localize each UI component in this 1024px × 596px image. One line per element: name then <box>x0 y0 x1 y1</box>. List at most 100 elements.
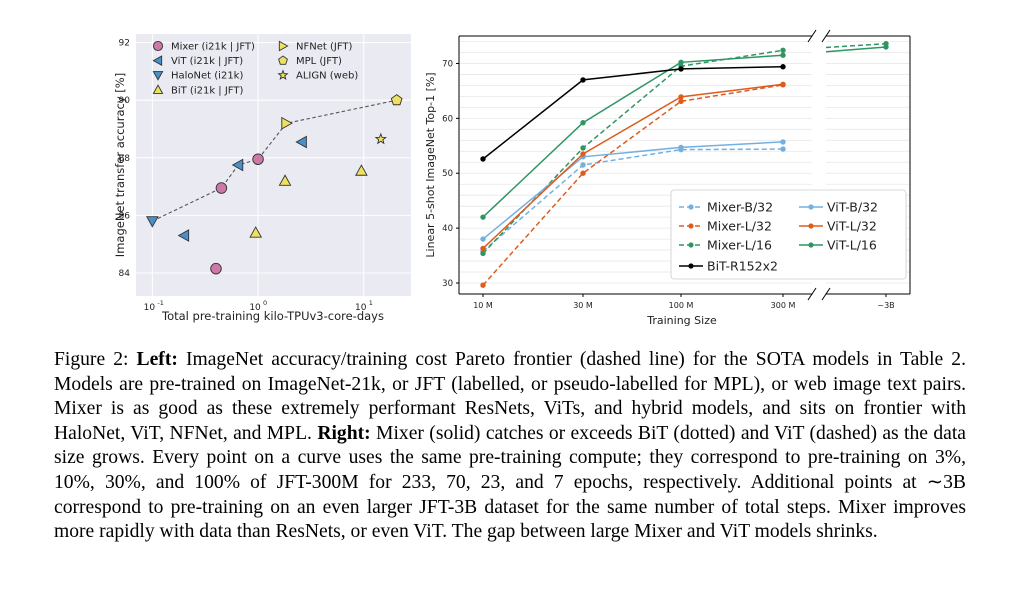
left-point-mixer <box>210 262 222 275</box>
left-point-bit <box>278 174 292 186</box>
left-plot-background <box>136 34 411 296</box>
right-y-tick-label: 40 <box>442 224 453 234</box>
series-point <box>580 151 586 157</box>
right-legend-label: Mixer-L/16 <box>707 238 772 253</box>
right-legend-frame <box>670 189 907 280</box>
series-point <box>580 77 586 83</box>
right-x-tick-label: ~3B <box>877 301 894 310</box>
right-legend-label: Mixer-L/32 <box>707 219 772 234</box>
right-y-tick-label: 60 <box>442 114 453 124</box>
axis-break-mark <box>821 29 831 43</box>
legend-marker-tri-up <box>152 84 164 94</box>
left-point-align <box>374 132 387 145</box>
legend-label: BiT (i21k | JFT) <box>171 85 243 96</box>
right-y-tick-label: 70 <box>442 59 453 69</box>
series-line-vit-b-32 <box>482 141 784 240</box>
left-x-axis-label: Total pre-training kilo-TPUv3-core-days <box>161 309 384 323</box>
series-line-mixer-b-32 <box>482 148 784 252</box>
left-x-tick-label: 10 <box>249 303 261 313</box>
left-grid <box>136 34 411 296</box>
caption-right-label: Right: <box>317 422 371 444</box>
right-legend-label: BiT-R152x2 <box>707 259 778 274</box>
right-x-tick-label: 30 M <box>573 301 593 310</box>
series-point <box>678 144 684 151</box>
series-line-vit-l-16 <box>482 54 784 218</box>
left-point-halonet <box>146 216 159 228</box>
left-y-tick-label: 90 <box>119 96 131 106</box>
left-x-tick-exponent: -1 <box>157 299 163 307</box>
right-y-tick-label: 50 <box>442 169 453 179</box>
right-y-tick-label: 30 <box>442 279 453 289</box>
left-x-tick-label: 10 <box>355 303 367 313</box>
right-legend-label: ViT-L/32 <box>827 219 877 234</box>
left-y-axis-label: ImageNet transfer accuracy [%] <box>113 73 127 257</box>
right-legend-marker <box>808 204 814 210</box>
series-point <box>678 66 684 72</box>
series-line-bit-r152x2 <box>482 65 784 160</box>
right-x-tick-label: 300 M <box>771 301 796 310</box>
pareto-frontier-line <box>152 99 397 222</box>
left-point-nfnet <box>281 116 293 130</box>
right-x-tick-label: 10 M <box>473 301 493 310</box>
legend-label: Mixer (i21k | JFT) <box>171 42 255 53</box>
series-point <box>480 236 486 242</box>
series-line-extension <box>825 46 887 53</box>
right-x-tick-label: 100 M <box>669 301 694 310</box>
right-legend-label: ViT-L/16 <box>827 238 877 253</box>
caption-left-text: ImageNet accuracy/training cost Pareto f… <box>54 349 967 444</box>
figure-caption: Figure 2: Left: ImageNet accuracy/traini… <box>54 348 966 545</box>
right-legend-marker <box>688 223 694 229</box>
left-y-tick-label: 88 <box>119 154 131 164</box>
series-point <box>678 98 684 105</box>
right-legend-marker <box>808 242 814 248</box>
right-legend-marker <box>688 204 694 210</box>
right-chart: 30 40 50 60 70 10 M 30 M 100 M 300 M ~3B Mixer-B/… <box>424 29 911 327</box>
legend-label: NFNet (JFT) <box>296 42 353 53</box>
left-x-tick-exponent: 1 <box>369 299 373 307</box>
legend-label: ViT (i21k | JFT) <box>171 56 243 67</box>
right-legend-label: ViT-B/32 <box>827 200 878 215</box>
series-line-extension <box>825 42 887 49</box>
series-point <box>678 94 684 100</box>
series-point <box>780 64 786 70</box>
caption-right-text: Mixer (solid) catches or exceeds BiT (do… <box>54 422 966 543</box>
series-point <box>580 145 586 151</box>
right-legend-marker <box>808 223 814 229</box>
legend-marker-circle <box>152 40 164 52</box>
legend-marker-tri-left <box>152 55 163 66</box>
left-point-bit <box>355 164 368 176</box>
legend-label: MPL (JFT) <box>296 56 342 67</box>
left-x-tick-exponent: 0 <box>263 299 267 307</box>
right-y-axis-label: Linear 5-shot ImageNet Top-1 [%] <box>424 72 437 257</box>
right-series <box>480 40 889 288</box>
series-point <box>780 47 786 53</box>
series-point <box>580 162 586 168</box>
left-y-tick-label: 92 <box>119 39 130 49</box>
axis-break-mark <box>807 287 817 301</box>
left-point-bit <box>249 226 263 238</box>
series-point <box>480 156 486 162</box>
series-point <box>580 120 586 126</box>
left-legend: Mixer (i21k | JFT) ViT (i21k | JFT) HaloNe… <box>152 40 358 96</box>
series-point <box>480 250 486 257</box>
left-points <box>146 94 403 275</box>
left-point-vit <box>177 229 190 242</box>
left-y-tick-label: 86 <box>119 211 131 221</box>
series-point <box>780 146 786 152</box>
series-point <box>480 214 486 220</box>
right-legend-marker <box>688 263 694 269</box>
left-point-mixer <box>252 153 264 165</box>
legend-marker-star <box>277 69 289 80</box>
caption-left-label: Left: <box>136 349 178 370</box>
series-point <box>678 59 684 66</box>
series-point <box>480 245 486 252</box>
right-legend-label: Mixer-B/32 <box>707 200 773 215</box>
left-point-vit <box>295 135 307 149</box>
series-point <box>780 81 786 88</box>
left-y-tick-label: 84 <box>119 269 131 279</box>
axis-break-mark <box>821 287 831 301</box>
series-point <box>580 170 586 176</box>
series-point <box>780 52 786 58</box>
